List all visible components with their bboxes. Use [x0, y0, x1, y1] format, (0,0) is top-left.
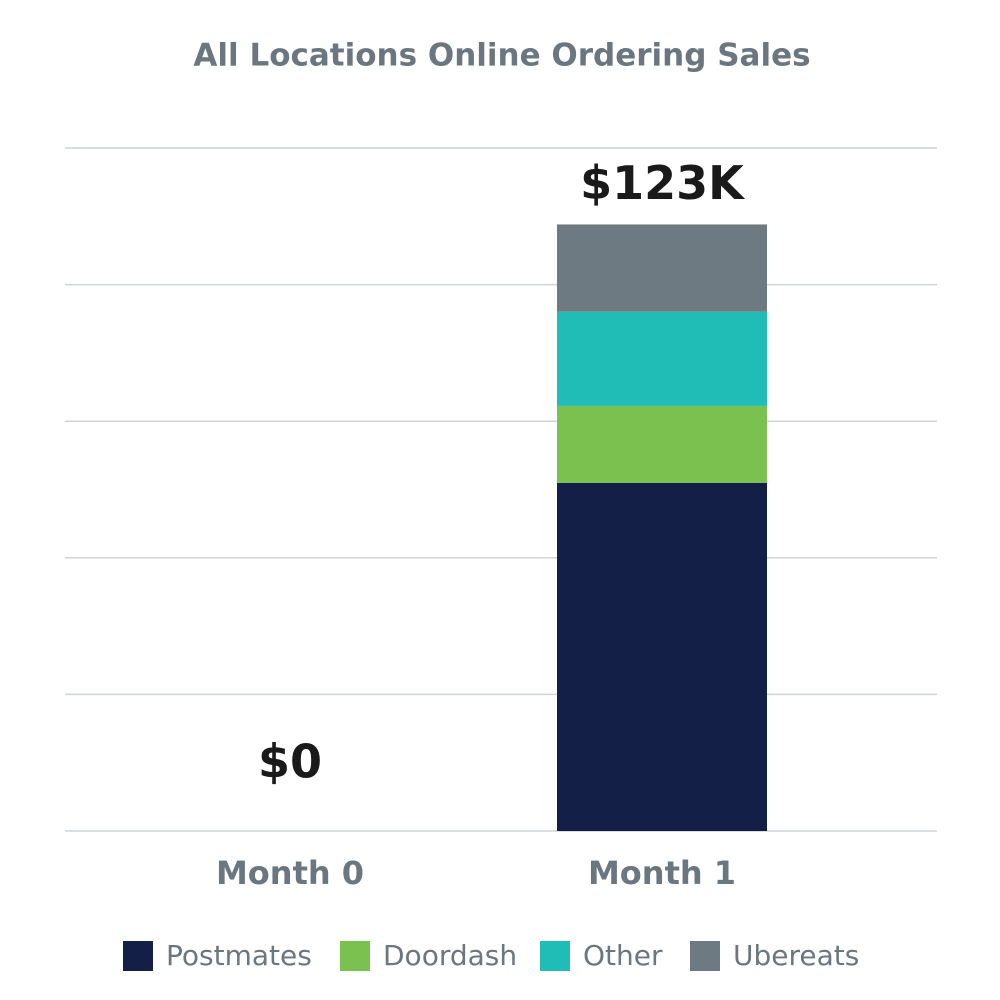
- legend-swatch: [540, 941, 570, 971]
- bar-segment: [557, 311, 767, 406]
- bar-segment: [557, 224, 767, 312]
- legend-swatch: [340, 941, 370, 971]
- total-label: $0: [258, 735, 322, 789]
- bar-segment: [557, 405, 767, 483]
- x-tick-label: Month 1: [588, 854, 736, 892]
- legend-label: Postmates: [166, 939, 312, 972]
- legend-swatch: [123, 941, 153, 971]
- bar-segment: [557, 482, 767, 831]
- chart-title: All Locations Online Ordering Sales: [193, 38, 810, 74]
- x-tick-label: Month 0: [216, 854, 364, 892]
- legend-label: Other: [583, 939, 663, 972]
- legend-label: Ubereats: [733, 939, 859, 972]
- legend-label: Doordash: [383, 939, 517, 972]
- total-label: $123K: [580, 156, 746, 210]
- legend-swatch: [690, 941, 720, 971]
